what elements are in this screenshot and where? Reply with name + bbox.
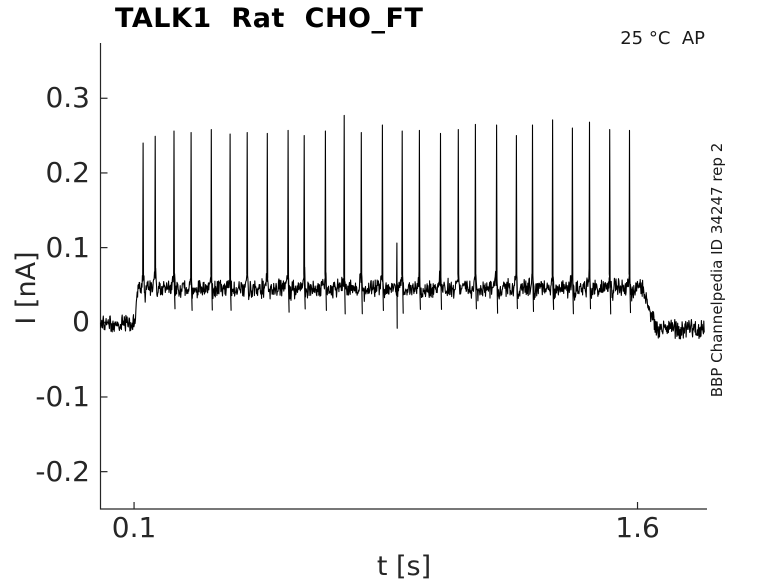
axes-spines [99,43,707,510]
temperature-annotation: 25 °C AP [620,28,705,49]
y-axis-label: I [nA] [11,251,42,325]
y-tick-label: 0.3 [45,81,90,115]
watermark-label: BBP Channelpedia ID 34247 rep 2 [708,142,726,398]
y-tick-label: 0.1 [45,230,90,264]
current-trace [99,114,705,340]
x-tick-label: 1.6 [615,511,660,544]
chart-title: TALK1 Rat CHO_FT [115,3,424,34]
y-tick-label: 0 [72,305,90,339]
x-axis-label: t [s] [376,551,432,582]
y-tick-label: -0.2 [35,454,90,488]
x-tick-label: 0.1 [111,511,157,544]
y-tick-label: -0.1 [35,379,90,413]
y-tick-label: 0.2 [45,155,90,189]
